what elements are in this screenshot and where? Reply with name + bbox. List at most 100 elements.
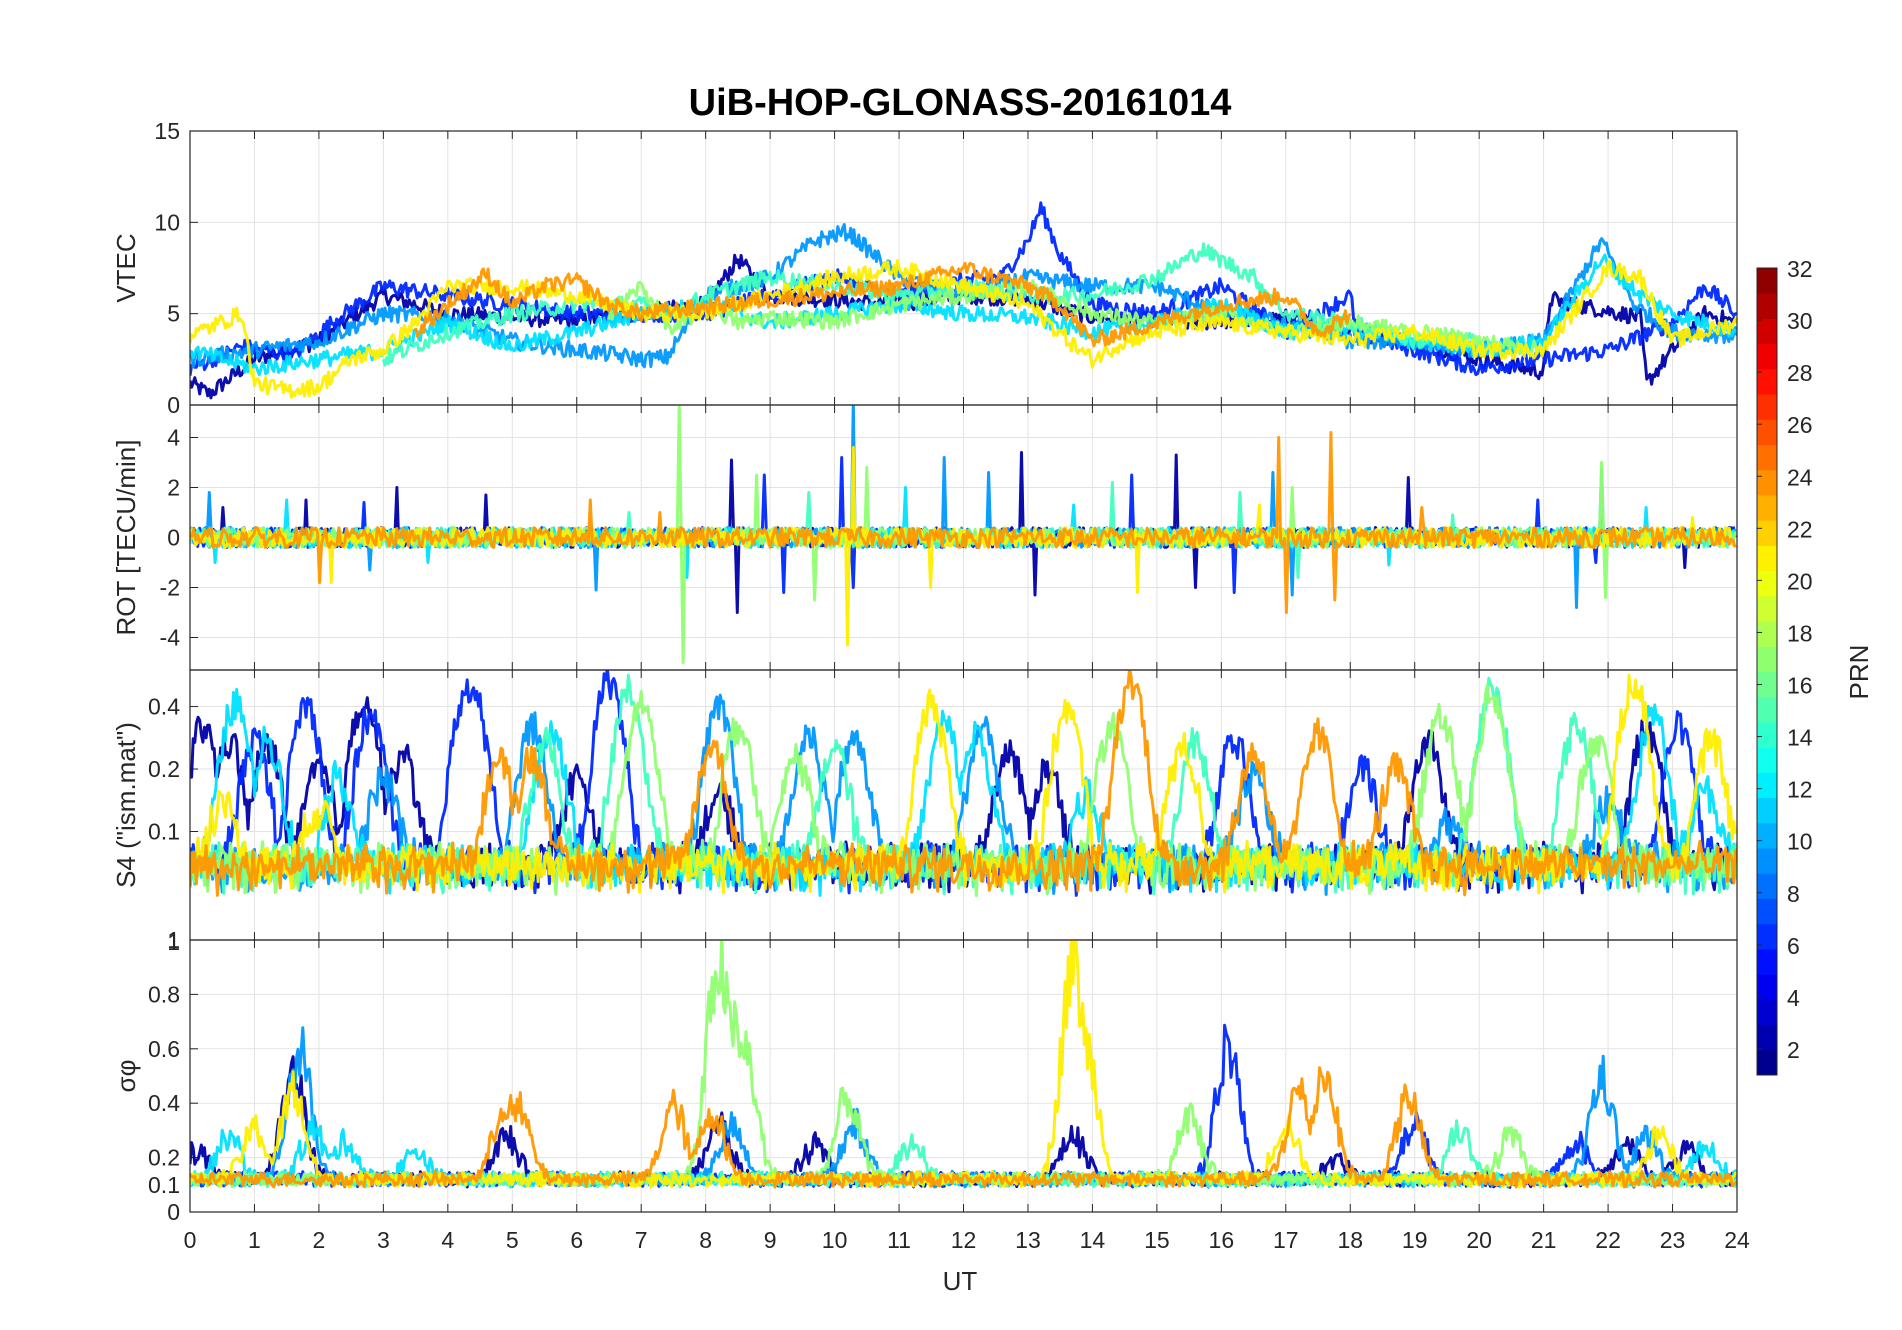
colorbar-tick-label: 10 [1787, 829, 1813, 855]
panel-ROT: -4 -2 0 2 4 ROT [TECU/min] [111, 404, 1738, 671]
colorbar-tick-label: 26 [1787, 412, 1813, 438]
series-prn-9 [190, 405, 1737, 609]
colorbar-swatch [1757, 747, 1777, 773]
series-prn-23 [414, 261, 1352, 348]
y-axis-label: ROT [TECU/min] [111, 440, 141, 636]
x-tick-label: 15 [1144, 1227, 1170, 1253]
x-tick-label: 4 [441, 1227, 454, 1253]
y-tick-label: 5 [167, 301, 180, 327]
colorbar-swatch [1757, 621, 1777, 647]
colorbar-swatch [1757, 948, 1777, 975]
x-tick-label: 9 [764, 1227, 777, 1253]
colorbar-swatch [1757, 772, 1777, 799]
series-prn-20 [190, 673, 1737, 895]
series-prn-5 [190, 456, 1736, 594]
x-tick-label: 0 [184, 1227, 197, 1253]
plot-area [190, 201, 1737, 400]
colorbar-swatch [1757, 898, 1777, 925]
colorbar-tick-label: 14 [1787, 725, 1813, 751]
colorbar-swatch [1757, 671, 1777, 698]
colorbar-tick-label: 8 [1787, 881, 1800, 907]
x-tick-label: 14 [1080, 1227, 1106, 1253]
colorbar-tick-label: 28 [1787, 360, 1813, 386]
colorbar-tick-label: 2 [1787, 1037, 1800, 1063]
y-tick-label: 0.6 [148, 1036, 180, 1062]
plot-area [190, 670, 1737, 898]
colorbar-tick-label: 32 [1787, 256, 1813, 282]
x-tick-label: 1 [248, 1227, 261, 1253]
x-tick-label: 6 [570, 1227, 583, 1253]
colorbar-tick-label: 6 [1787, 933, 1800, 959]
series-prn-23 [190, 1066, 1737, 1189]
y-axis-label: VTEC [111, 233, 141, 302]
colorbar-swatch [1757, 419, 1777, 446]
y-tick-label: 0.2 [148, 1145, 180, 1171]
x-tick-label: 13 [1015, 1227, 1041, 1253]
colorbar-swatch [1757, 595, 1777, 622]
colorbar-swatch [1757, 318, 1777, 345]
colorbar-swatch [1757, 696, 1777, 723]
colorbar-swatch [1757, 1024, 1777, 1051]
colorbar-label: PRN [1844, 645, 1874, 700]
colorbar-frame [1756, 267, 1778, 1076]
y-tick-label: 1 [167, 929, 180, 955]
x-tick-label: 23 [1660, 1227, 1686, 1253]
colorbar-swatch [1757, 646, 1777, 672]
colorbar-swatch [1757, 999, 1777, 1026]
plot-area [190, 405, 1737, 664]
colorbar-swatch [1757, 822, 1777, 849]
x-tick-label: 21 [1531, 1227, 1557, 1253]
colorbar-swatch [1757, 368, 1777, 395]
panel-VTEC: 0 5 10 15 VTEC [111, 118, 1738, 418]
colorbar-tick-label: 24 [1787, 464, 1813, 490]
x-axis-label: UT [943, 1266, 978, 1296]
x-tick-label: 20 [1466, 1227, 1492, 1253]
x-tick-label: 22 [1595, 1227, 1621, 1253]
colorbar-swatch [1757, 293, 1777, 319]
y-axis-label: σφ [111, 1060, 141, 1093]
x-tick-label: 8 [699, 1227, 712, 1253]
x-tick-label: 7 [635, 1227, 648, 1253]
colorbar-swatch [1757, 394, 1777, 420]
y-tick-label: 0.8 [148, 981, 180, 1007]
y-tick-label: 0.1 [148, 818, 180, 844]
x-tick-label: 11 [887, 1227, 911, 1253]
x-tick-label: 5 [506, 1227, 519, 1253]
y-tick-label: 2 [167, 475, 180, 501]
y-tick-label: -2 [160, 575, 180, 601]
x-tick-label: 12 [951, 1227, 977, 1253]
panel-S4: 0.1 0.2 0.4 S4 ("ism.mat") [111, 669, 1738, 941]
colorbar-tick-label: 30 [1787, 308, 1813, 334]
colorbar-swatch [1757, 469, 1777, 496]
y-tick-label: -4 [160, 625, 181, 651]
x-tick-label: 19 [1402, 1227, 1428, 1253]
y-tick-label: 0.1 [148, 1172, 180, 1198]
colorbar-swatch [1757, 570, 1777, 597]
colorbar-swatch [1757, 923, 1777, 950]
x-tick-label: 10 [822, 1227, 848, 1253]
colorbar-tick-label: 12 [1787, 777, 1813, 803]
y-tick-label: 1 [167, 927, 180, 953]
series-prn-20 [190, 259, 1737, 399]
series-prn-23 [190, 670, 1737, 897]
colorbar-tick-label: 4 [1787, 985, 1800, 1011]
colorbar-tick-label: 18 [1787, 620, 1813, 646]
colorbar-swatch [1757, 1049, 1777, 1076]
colorbar-swatch [1757, 721, 1777, 748]
colorbar-swatch [1757, 343, 1777, 370]
y-tick-label: 0.4 [148, 1090, 180, 1116]
colorbar-swatch [1757, 494, 1777, 521]
colorbar-swatch [1757, 873, 1777, 899]
y-tick-label: 15 [154, 118, 180, 144]
colorbar-tick-label: 22 [1787, 516, 1813, 542]
x-tick-label: 18 [1337, 1227, 1363, 1253]
y-tick-label: 0.4 [148, 694, 180, 720]
colorbar-swatch [1757, 444, 1777, 471]
panel-frame [189, 939, 1738, 1213]
y-tick-label: 0 [167, 1199, 180, 1225]
series-prn-23 [190, 431, 1737, 614]
colorbar-swatch [1757, 797, 1777, 824]
x-tick-label: 17 [1273, 1227, 1299, 1253]
